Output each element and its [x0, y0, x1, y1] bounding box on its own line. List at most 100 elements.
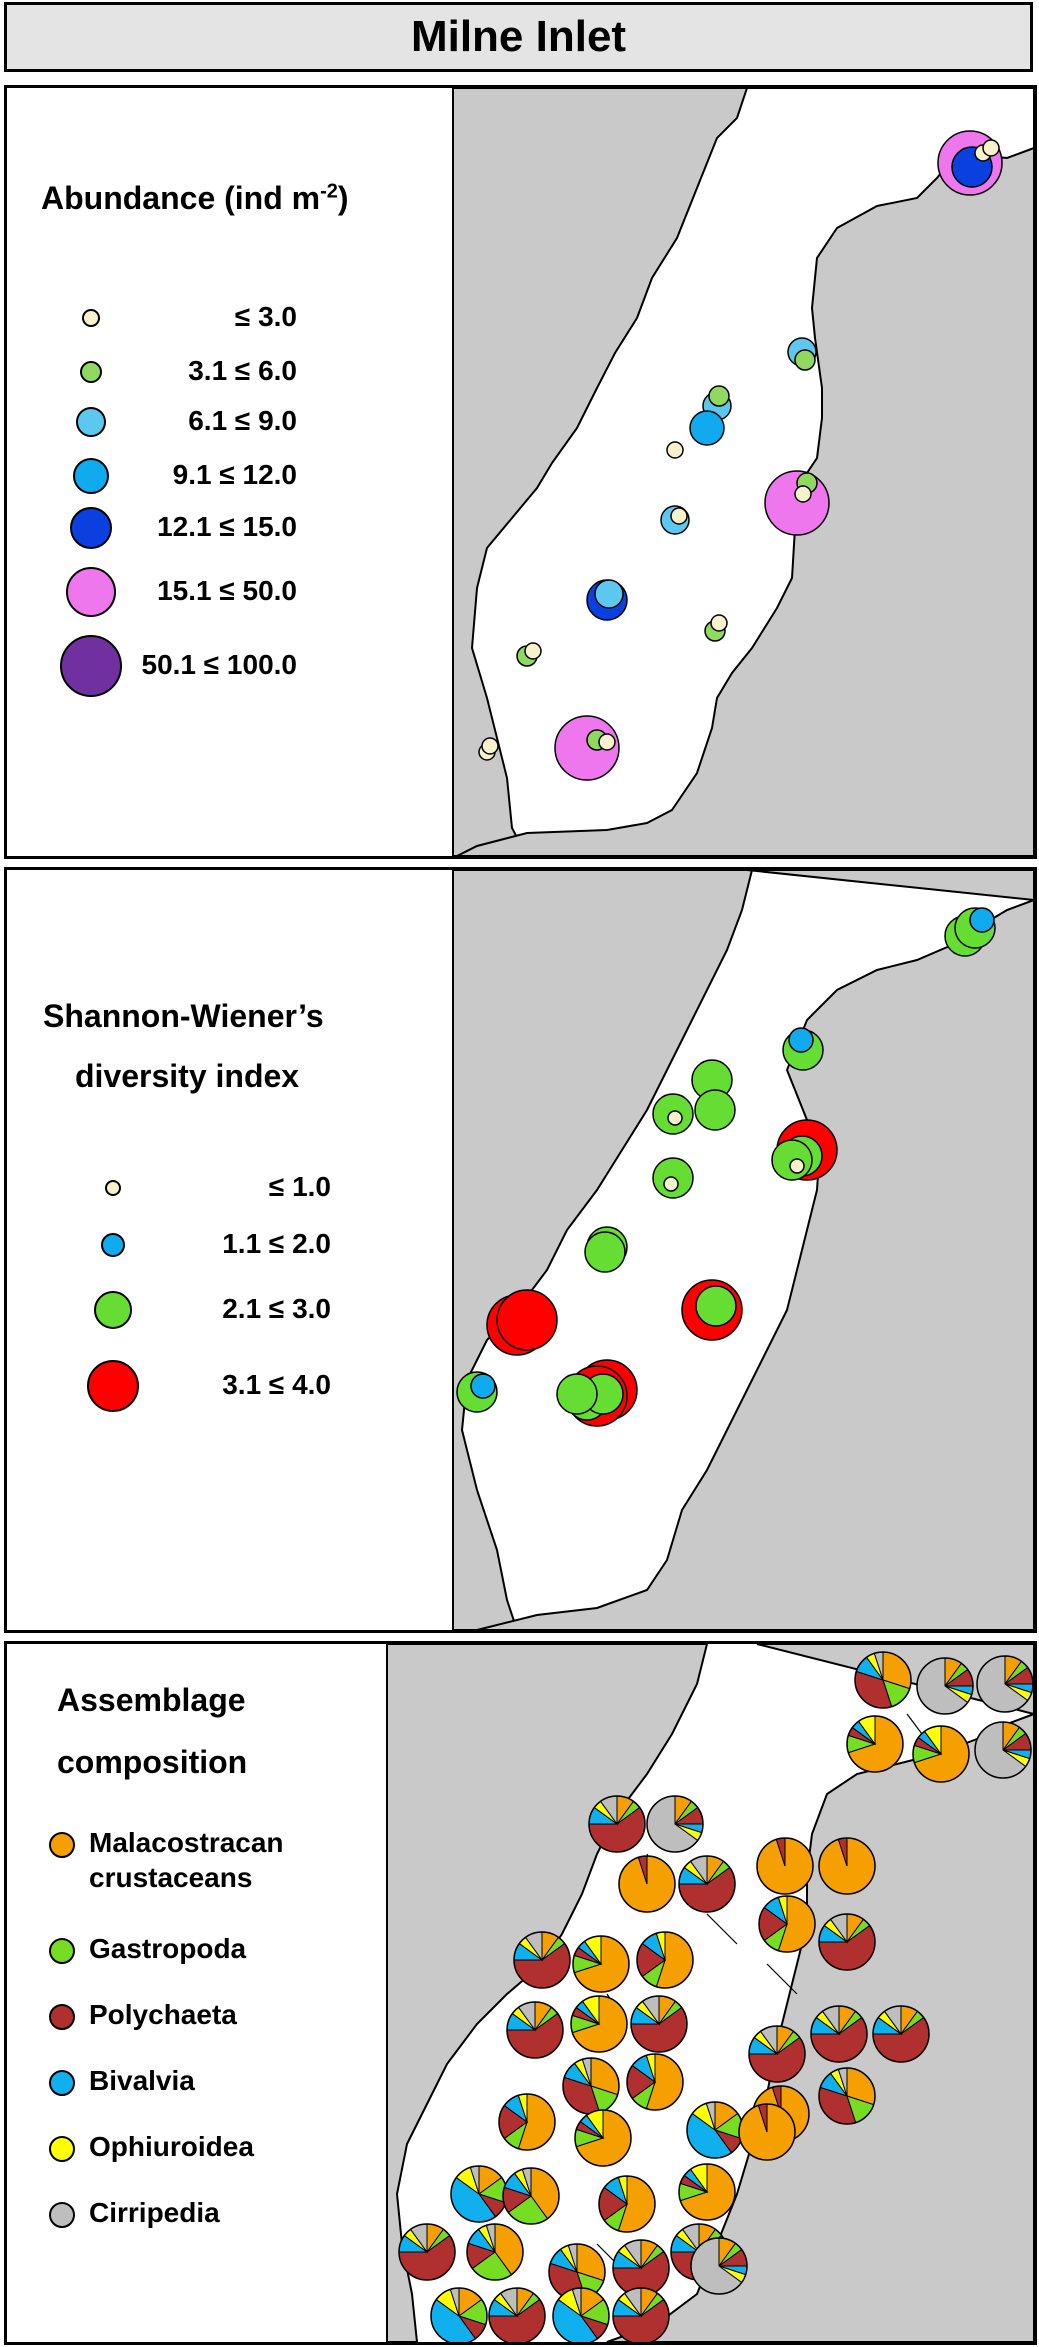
abundance-site-marker [670, 507, 688, 525]
assemblage-pie [974, 1721, 1032, 1779]
pie-outline [572, 1935, 630, 1993]
abundance-site-marker [598, 733, 616, 751]
assemblage-pie [810, 2005, 868, 2063]
abundance-site-marker [708, 385, 730, 407]
diversity-site-marker [771, 1139, 813, 1181]
assemblage-pie [612, 2239, 670, 2297]
assemblage-legend-swatch [49, 1832, 75, 1858]
assemblage-legend-swatch [49, 2070, 75, 2096]
pie-outline [612, 2287, 670, 2342]
diversity-site-marker [663, 1176, 679, 1192]
abundance-site-marker [982, 139, 1000, 157]
abundance-legend-label: 12.1 ≤ 15.0 [157, 511, 297, 542]
assemblage-pie [818, 1913, 876, 1971]
assemblage-pie [678, 2163, 736, 2221]
land-east [476, 870, 1034, 1630]
abundance-site-marker [794, 349, 816, 371]
pie-outline [430, 2287, 488, 2342]
diversity-site-marker [789, 1158, 805, 1174]
pie-outline [818, 1837, 876, 1895]
leader-line [706, 1913, 738, 1945]
assemblage-pie [976, 1655, 1034, 1713]
assemblage-pie [562, 2057, 620, 2115]
land-east [606, 1644, 1034, 2342]
abundance-site-marker [481, 737, 499, 755]
assemblage-pie [598, 2175, 656, 2233]
pie-outline [502, 2167, 560, 2225]
pie-outline [570, 1995, 628, 2053]
pie-outline [488, 2287, 546, 2342]
assemblage-pie [488, 2287, 546, 2342]
diversity-site-marker [694, 1089, 736, 1131]
assemblage-legend-label: Malacostracan [89, 1827, 284, 1858]
assemblage-panel: Assemblage composition Malacostracan crus… [4, 1641, 1037, 2345]
figure-title: Milne Inlet [410, 12, 627, 61]
assemblage-pie [466, 2223, 524, 2281]
assemblage-pie [854, 1651, 912, 1709]
assemblage-pie [690, 2237, 748, 2295]
abundance-panel: Abundance (ind m-2) ≤ 3.0 3.1 ≤ 6.0 6.1 ≤ … [4, 85, 1037, 859]
pie-outline [854, 1651, 912, 1709]
pie-outline [810, 2005, 868, 2063]
pie-outline [678, 2163, 736, 2221]
pie-outline [626, 2053, 684, 2111]
abundance-legend-swatch [80, 361, 102, 383]
diversity-site-marker [788, 1027, 814, 1053]
pie-outline [748, 2025, 806, 2083]
assemblage-legend-title-line2: composition [57, 1744, 248, 1780]
abundance-site-marker [524, 642, 542, 660]
abundance-site-marker [689, 410, 725, 446]
abundance-legend-swatch [70, 507, 112, 549]
assemblage-pie [588, 1795, 646, 1853]
abundance-site-marker [594, 579, 624, 609]
abundance-legend-label: 50.1 ≤ 100.0 [141, 649, 298, 680]
pie-outline [552, 2287, 610, 2342]
diversity-legend-swatch [101, 1233, 125, 1257]
assemblage-pie [502, 2167, 560, 2225]
assemblage-pie [646, 1795, 704, 1853]
pie-outline [678, 1855, 736, 1913]
abundance-legend-swatch [60, 635, 122, 697]
assemblage-pie [574, 2109, 632, 2167]
assemblage-pie [872, 2005, 930, 2063]
pie-outline [498, 2093, 556, 2151]
pie-outline [598, 2175, 656, 2233]
pie-outline [976, 1655, 1034, 1713]
assemblage-pie [450, 2165, 508, 2223]
diversity-legend-label: 3.1 ≤ 4.0 [222, 1369, 331, 1400]
assemblage-legend-label: Bivalvia [89, 2065, 195, 2096]
assemblage-pie [626, 2053, 684, 2111]
diversity-legend-label: 1.1 ≤ 2.0 [222, 1228, 331, 1259]
diversity-site-marker [969, 907, 995, 933]
pie-outline [912, 1725, 970, 1783]
abundance-site-marker [710, 614, 728, 632]
pie-outline [506, 2001, 564, 2059]
assemblage-legend-label: Cirripedia [89, 2197, 220, 2228]
leader-line [766, 1963, 798, 1995]
assemblage-pie [630, 1995, 688, 2053]
abundance-legend-label: 15.1 ≤ 50.0 [157, 575, 297, 606]
diversity-legend-swatch [87, 1360, 139, 1412]
diversity-site-markers [456, 907, 996, 1427]
abundance-legend-title: Abundance (ind m-2) [41, 180, 349, 216]
assemblage-pie [570, 1995, 628, 2053]
pie-outline [690, 2237, 748, 2295]
diversity-map [452, 870, 1034, 1630]
assemblage-legend-swatch [49, 2136, 75, 2162]
assemblage-pie [678, 1855, 736, 1913]
assemblage-legend-swatch [49, 2004, 75, 2030]
diversity-legend-label: ≤ 1.0 [268, 1171, 331, 1202]
pie-outline [738, 2103, 796, 2161]
diversity-panel: Shannon-Wiener’s diversity index ≤ 1.0 1.… [4, 867, 1037, 1633]
assemblage-legend-label: Ophiuroidea [89, 2131, 254, 2162]
assemblage-legend-label: Gastropoda [89, 1933, 247, 1964]
pie-outline [618, 1855, 676, 1913]
assemblage-pie [916, 1657, 974, 1715]
pie-outline [846, 1715, 904, 1773]
pie-outline [588, 1795, 646, 1853]
abundance-site-markers [478, 130, 1003, 781]
abundance-legend-label: 9.1 ≤ 12.0 [172, 459, 297, 490]
assemblage-pie [498, 2093, 556, 2151]
assemblage-pie [612, 2287, 670, 2342]
assemblage-pie [748, 2025, 806, 2083]
